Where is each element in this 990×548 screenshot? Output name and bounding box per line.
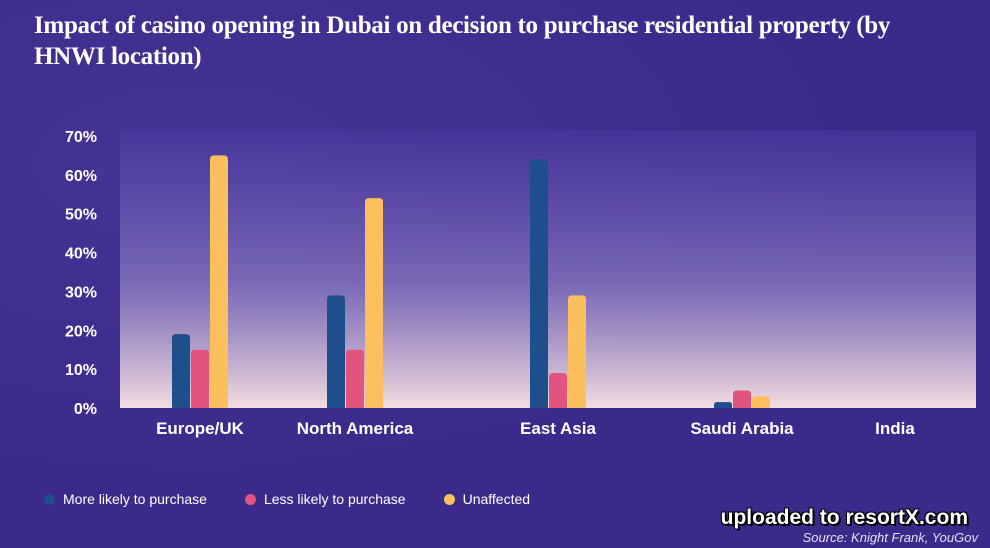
category-label: India: [875, 419, 915, 438]
legend-swatch-unaffected: [443, 493, 455, 505]
bar-less-likely: [346, 349, 364, 408]
bar-less-likely: [549, 373, 567, 408]
legend-swatch-more-likely: [44, 493, 55, 505]
bar-more-likely: [714, 402, 732, 408]
y-tick-label: 0%: [74, 401, 97, 418]
legend-item-more-likely: More likely to purchase: [44, 491, 207, 507]
y-tick-label: 40%: [65, 246, 97, 263]
legend-item-unaffected: Unaffected: [443, 491, 531, 507]
legend-label-more-likely: More likely to purchase: [63, 491, 207, 507]
bar-less-likely: [733, 390, 751, 408]
bar-unaffected: [568, 295, 586, 408]
y-tick-label: 30%: [65, 284, 97, 301]
y-tick-label: 10%: [65, 362, 97, 379]
category-label: Europe/UK: [156, 419, 245, 438]
chart-title: Impact of casino opening in Dubai on dec…: [34, 12, 891, 70]
category-label: East Asia: [520, 419, 596, 438]
legend: More likely to purchase Less likely to p…: [44, 491, 530, 507]
category-label: North America: [297, 419, 414, 438]
bar-less-likely: [191, 349, 209, 408]
y-tick-label: 50%: [65, 207, 97, 224]
y-tick-label: 70%: [65, 129, 97, 146]
legend-swatch-less-likely: [244, 493, 256, 505]
bar-unaffected: [210, 155, 228, 408]
y-tick-label: 60%: [65, 168, 97, 185]
category-labels: Europe/UK North America East Asia Saudi Ara…: [156, 419, 915, 438]
y-tick-label: 20%: [65, 323, 97, 340]
bar-chart: 0% 10% 20% 30% 40% 50% 60% 70% Europe/UK North A…: [65, 129, 976, 438]
legend-label-less-likely: Less likely to purchase: [263, 491, 406, 507]
bar-more-likely: [172, 334, 190, 408]
bar-unaffected: [752, 396, 770, 408]
bar-more-likely: [327, 295, 345, 408]
y-axis-ticks: 0% 10% 20% 30% 40% 50% 60% 70%: [65, 129, 97, 418]
bar-unaffected: [365, 198, 383, 408]
source-note: Source: Knight Frank, YouGov: [802, 530, 978, 545]
bar-more-likely: [530, 159, 548, 408]
legend-item-less-likely: Less likely to purchase: [244, 491, 406, 507]
watermark-text: uploaded to resortX.com: [720, 506, 968, 529]
legend-label-unaffected: Unaffected: [462, 491, 531, 507]
category-label: Saudi Arabia: [690, 419, 794, 438]
bars: [172, 155, 770, 408]
